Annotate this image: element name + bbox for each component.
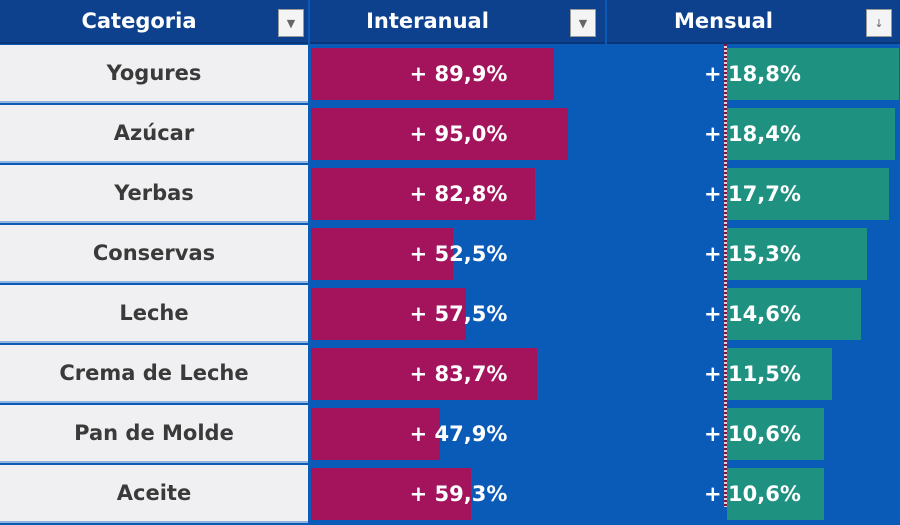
mensual-plus-sign: + (704, 302, 722, 326)
interanual-value[interactable]: + 83,7% (409, 362, 508, 386)
header-category: Categoria (0, 0, 308, 44)
table-row: Yogures + 89,9% + 18,8% (0, 45, 900, 105)
mensual-plus-sign: + (704, 122, 722, 146)
table-row: Leche + 57,5% + 14,6% (0, 285, 900, 345)
mensual-bar (727, 408, 824, 460)
category-cell[interactable]: Conservas (0, 225, 308, 283)
category-cell[interactable]: Azúcar (0, 105, 308, 163)
interanual-value[interactable]: + 95,0% (409, 122, 508, 146)
mensual-bar (727, 288, 861, 340)
dropdown-arrow-icon: ▼ (286, 16, 296, 30)
interanual-value[interactable]: + 89,9% (409, 62, 508, 86)
interanual-bar (311, 348, 537, 400)
mensual-axis-line (724, 44, 727, 507)
category-cell[interactable]: Crema de Leche (0, 345, 308, 403)
category-cell[interactable]: Pan de Molde (0, 405, 308, 463)
mensual-plus-sign: + (704, 362, 722, 386)
mensual-value[interactable]: 17,7% (728, 182, 801, 206)
interanual-value[interactable]: + 52,5% (409, 242, 508, 266)
mensual-plus-sign: + (704, 422, 722, 446)
mensual-bar (727, 168, 889, 220)
mensual-plus-sign: + (704, 62, 722, 86)
interanual-bar (311, 108, 568, 160)
mensual-value[interactable]: 18,4% (728, 122, 801, 146)
mensual-value[interactable]: 10,6% (728, 482, 801, 506)
category-cell[interactable]: Aceite (0, 465, 308, 523)
mensual-value[interactable]: 14,6% (728, 302, 801, 326)
mensual-value[interactable]: 10,6% (728, 422, 801, 446)
category-filter-button[interactable]: ▼ (278, 9, 304, 37)
mensual-bar (727, 228, 867, 280)
header-mensual: Mensual (607, 0, 900, 44)
sort-descending-icon: ↓ (874, 16, 884, 30)
mensual-plus-sign: + (704, 482, 722, 506)
category-cell[interactable]: Leche (0, 285, 308, 343)
interanual-value[interactable]: + 82,8% (409, 182, 508, 206)
interanual-bar (311, 168, 535, 220)
header-interanual-label: Interanual (366, 9, 489, 33)
interanual-value[interactable]: + 47,9% (409, 422, 508, 446)
header-category-label: Categoria (81, 9, 197, 33)
dropdown-arrow-icon: ▼ (578, 16, 588, 30)
interanual-bar (311, 48, 554, 100)
category-cell[interactable]: Yerbas (0, 165, 308, 223)
header-mensual-label: Mensual (674, 9, 773, 33)
table-row: Crema de Leche + 83,7% + 11,5% (0, 345, 900, 405)
category-cell[interactable]: Yogures (0, 45, 308, 103)
table-row: Yerbas + 82,8% + 17,7% (0, 165, 900, 225)
mensual-value[interactable]: 18,8% (728, 62, 801, 86)
interanual-bar (311, 228, 453, 280)
interanual-value[interactable]: + 57,5% (409, 302, 508, 326)
mensual-plus-sign: + (704, 242, 722, 266)
mensual-plus-sign: + (704, 182, 722, 206)
interanual-bar (311, 408, 441, 460)
mensual-sort-button[interactable]: ↓ (866, 9, 892, 37)
interanual-filter-button[interactable]: ▼ (570, 9, 596, 37)
mensual-value[interactable]: 11,5% (728, 362, 801, 386)
mensual-bar (727, 48, 900, 100)
mensual-bar (727, 348, 833, 400)
mensual-bar (727, 108, 896, 160)
table-row: Aceite + 59,3% + 10,6% (0, 465, 900, 525)
interanual-value[interactable]: + 59,3% (409, 482, 508, 506)
mensual-value[interactable]: 15,3% (728, 242, 801, 266)
header-interanual: Interanual (310, 0, 605, 44)
table-row: Conservas + 52,5% + 15,3% (0, 225, 900, 285)
interanual-bar (311, 288, 467, 340)
table-row: Pan de Molde + 47,9% + 10,6% (0, 405, 900, 465)
table-row: Azúcar + 95,0% + 18,4% (0, 105, 900, 165)
